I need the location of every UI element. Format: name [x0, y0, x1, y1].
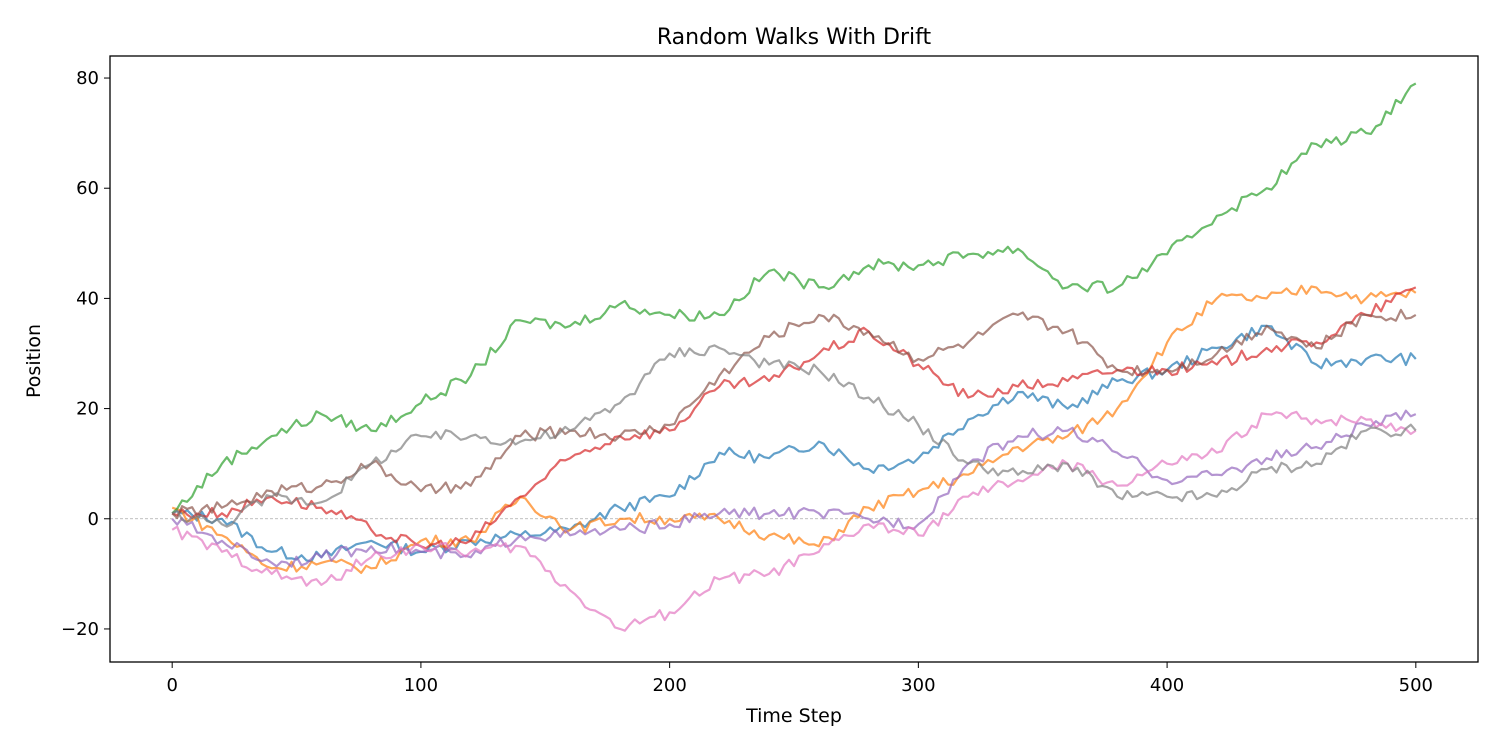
x-tick-label: 500 — [1399, 675, 1433, 696]
y-tick-label: −20 — [61, 619, 99, 640]
x-axis-label: Time Step — [745, 705, 842, 727]
series-line-5 — [171, 409, 1417, 568]
y-tick-label: 80 — [76, 68, 99, 89]
series-line-4 — [171, 286, 1417, 551]
x-tick-label: 0 — [166, 675, 177, 696]
y-axis-label: Position — [23, 324, 45, 398]
series-line-1 — [171, 324, 1417, 563]
series-line-7 — [171, 410, 1417, 632]
series-line-8 — [171, 344, 1417, 528]
x-tick-label: 400 — [1150, 675, 1184, 696]
y-tick-label: 40 — [76, 288, 99, 309]
y-tick-label: 60 — [76, 178, 99, 199]
series-lines — [171, 82, 1417, 632]
y-tick-label: 0 — [88, 509, 99, 530]
y-tick-label: 20 — [76, 399, 99, 420]
chart-title: Random Walks With Drift — [657, 25, 932, 50]
x-axis: 0 100 200 300 400 500 — [166, 662, 1433, 696]
plot-frame — [109, 55, 1479, 663]
x-tick-label: 100 — [404, 675, 438, 696]
series-line-6 — [171, 308, 1417, 520]
y-axis: −20 0 20 40 60 80 — [61, 68, 110, 640]
x-tick-label: 300 — [901, 675, 935, 696]
series-line-3 — [171, 82, 1417, 515]
series-line-2 — [171, 284, 1417, 575]
x-tick-label: 200 — [652, 675, 686, 696]
